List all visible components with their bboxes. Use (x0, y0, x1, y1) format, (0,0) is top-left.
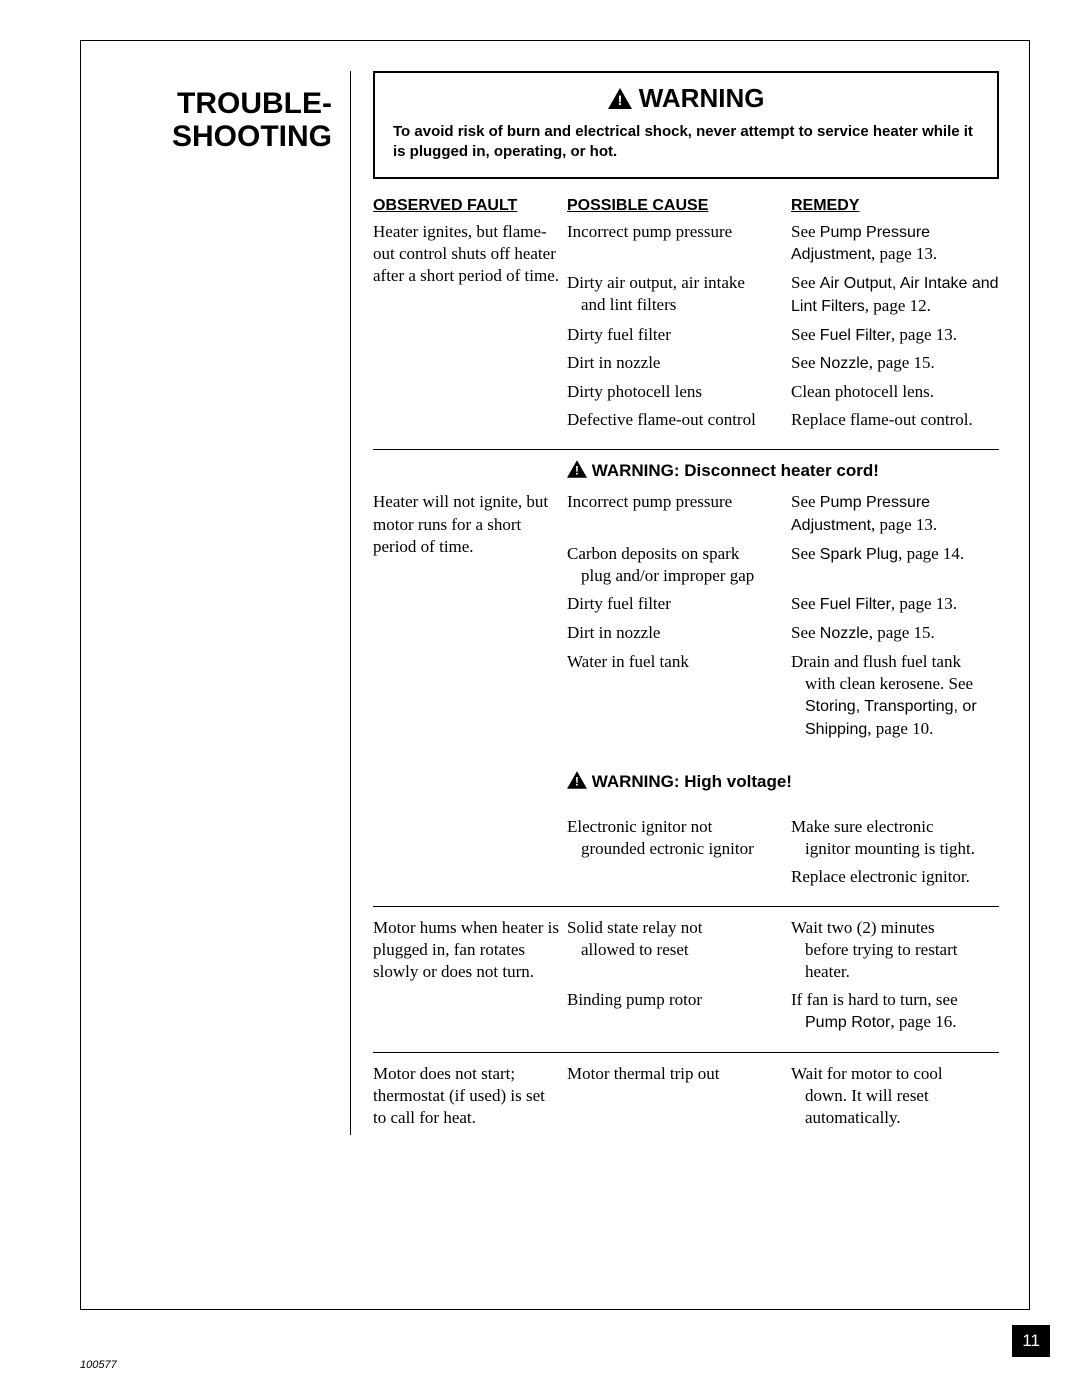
fault-text: Heater will not ignite, but motor runs f… (373, 491, 567, 746)
table-row: Dirt in nozzle See Nozzle, page 15. (567, 352, 999, 375)
cause-cell: Dirt in nozzle (567, 622, 791, 645)
cause-cell: Water in fuel tank (567, 651, 791, 741)
table-row: Dirty air output, air intakeand lint fil… (567, 272, 999, 318)
document-number: 100577 (80, 1359, 117, 1371)
table-row: Solid state relay notallowed to reset Wa… (567, 917, 999, 983)
cause-cell: Dirty fuel filter (567, 324, 791, 347)
remedy-cell: Wait two (2) minutesbefore trying to res… (791, 917, 999, 983)
header-cause: POSSIBLE CAUSE (567, 197, 791, 215)
remedy-cell: See Pump Pressure Adjustment, page 13. (791, 221, 999, 267)
table-row: Electronic ignitor notgrounded ectronic … (567, 816, 999, 860)
warning-icon: ! (608, 88, 632, 109)
remedy-cell: See Air Output, Air Intake and Lint Filt… (791, 272, 999, 318)
remedy-cell: See Fuel Filter, page 13. (791, 324, 999, 347)
cause-cell: Solid state relay notallowed to reset (567, 917, 791, 983)
fault-block-1: Heater ignites, but flame-out control sh… (373, 221, 999, 438)
warning-box: ! WARNING To avoid risk of burn and elec… (373, 71, 999, 179)
remedy-cell: Replace flame-out control. (791, 409, 999, 431)
warning-heading: ! WARNING (393, 83, 979, 114)
section-heading: TROUBLE- SHOOTING (141, 87, 332, 153)
section-line-2: SHOOTING (172, 120, 332, 153)
table-row: Water in fuel tank Drain and flush fuel … (567, 651, 999, 741)
table-row: Motor thermal trip out Wait for motor to… (567, 1063, 999, 1129)
divider (373, 906, 999, 907)
header-remedy: REMEDY (791, 197, 999, 215)
cause-cell: Incorrect pump pressure (567, 221, 791, 267)
svg-text:!: ! (575, 775, 579, 788)
fault-text (373, 816, 567, 894)
fault-block-3: Electronic ignitor notgrounded ectronic … (373, 816, 999, 894)
table-row: Dirty photocell lens Clean photocell len… (567, 381, 999, 403)
fault-block-4: Motor hums when heater is plugged in, fa… (373, 917, 999, 1040)
remedy-cell: See Nozzle, page 15. (791, 622, 999, 645)
section-line-1: TROUBLE- (177, 87, 332, 120)
remedy-cell: Wait for motor to cooldown. It will rese… (791, 1063, 999, 1129)
cause-cell: Dirty fuel filter (567, 593, 791, 616)
fault-block-5: Motor does not start; thermostat (if use… (373, 1063, 999, 1135)
svg-text:!: ! (575, 465, 579, 478)
table-headers: OBSERVED FAULT POSSIBLE CAUSE REMEDY (373, 197, 999, 215)
remedy-cell: See Nozzle, page 15. (791, 352, 999, 375)
cause-cell: Defective flame-out control (567, 409, 791, 431)
remedy-cell: Make sure electronicignitor mounting is … (791, 816, 999, 860)
sub-warning-1: ! WARNING: Disconnect heater cord! (373, 460, 999, 481)
table-row: Dirt in nozzle See Nozzle, page 15. (567, 622, 999, 645)
fault-text: Heater ignites, but flame-out control sh… (373, 221, 567, 438)
sub-warning-text: WARNING: Disconnect heater cord! (592, 461, 879, 480)
remedy-cell: Replace electronic ignitor. (791, 866, 999, 888)
warning-icon: ! (567, 460, 587, 478)
cause-cell (567, 866, 791, 888)
cause-cell: Dirty photocell lens (567, 381, 791, 403)
table-row: Dirty fuel filter See Fuel Filter, page … (567, 593, 999, 616)
table-row: Carbon deposits on sparkplug and/or impr… (567, 543, 999, 587)
header-fault: OBSERVED FAULT (373, 197, 567, 215)
remedy-cell: Drain and flush fuel tank with clean ker… (791, 651, 999, 741)
cause-cell: Incorrect pump pressure (567, 491, 791, 537)
sub-warning-text: WARNING: High voltage! (592, 772, 792, 791)
svg-text:!: ! (617, 92, 622, 108)
divider (373, 1052, 999, 1053)
warning-body: To avoid risk of burn and electrical sho… (393, 122, 979, 163)
table-row: Replace electronic ignitor. (567, 866, 999, 888)
warning-heading-text: WARNING (639, 83, 765, 113)
cause-cell: Binding pump rotor (567, 989, 791, 1034)
table-row: Incorrect pump pressure See Pump Pressur… (567, 221, 999, 267)
remedy-cell: If fan is hard to turn, seePump Rotor, p… (791, 989, 999, 1034)
fault-text: Motor does not start; thermostat (if use… (373, 1063, 567, 1135)
table-row: Dirty fuel filter See Fuel Filter, page … (567, 324, 999, 347)
table-row: Defective flame-out control Replace flam… (567, 409, 999, 431)
cause-cell: Electronic ignitor notgrounded ectronic … (567, 816, 791, 860)
table-row: Incorrect pump pressure See Pump Pressur… (567, 491, 999, 537)
remedy-cell: See Pump Pressure Adjustment, page 13. (791, 491, 999, 537)
warning-icon: ! (567, 771, 587, 789)
cause-cell: Motor thermal trip out (567, 1063, 791, 1129)
remedy-cell: See Fuel Filter, page 13. (791, 593, 999, 616)
sub-warning-2: ! WARNING: High voltage! (373, 771, 999, 792)
fault-text: Motor hums when heater is plugged in, fa… (373, 917, 567, 1040)
divider (373, 449, 999, 450)
table-row: Binding pump rotor If fan is hard to tur… (567, 989, 999, 1034)
page-number: 11 (1012, 1325, 1050, 1357)
remedy-cell: Clean photocell lens. (791, 381, 999, 403)
remedy-cell: See Spark Plug, page 14. (791, 543, 999, 587)
fault-block-2: Heater will not ignite, but motor runs f… (373, 491, 999, 746)
cause-cell: Dirty air output, air intakeand lint fil… (567, 272, 791, 318)
cause-cell: Carbon deposits on sparkplug and/or impr… (567, 543, 791, 587)
cause-cell: Dirt in nozzle (567, 352, 791, 375)
